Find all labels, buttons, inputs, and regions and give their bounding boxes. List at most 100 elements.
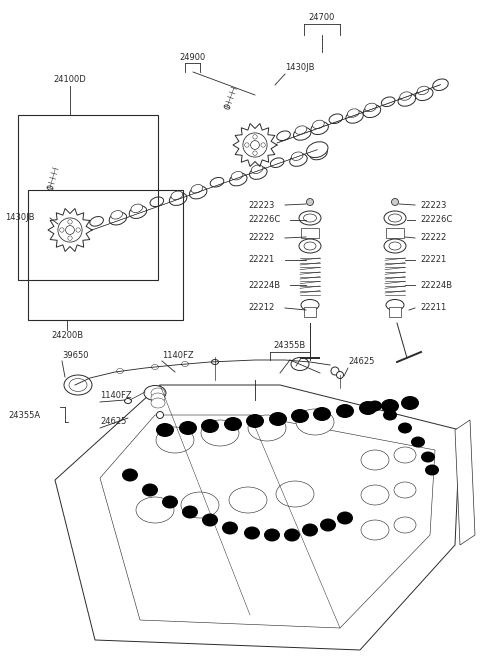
Text: 22212: 22212: [248, 304, 274, 312]
Text: 1140FZ: 1140FZ: [162, 351, 193, 359]
Ellipse shape: [394, 447, 416, 463]
Text: 24355A: 24355A: [8, 411, 40, 419]
Ellipse shape: [190, 186, 207, 199]
Ellipse shape: [381, 399, 399, 413]
Ellipse shape: [90, 217, 103, 226]
Ellipse shape: [417, 86, 429, 94]
Ellipse shape: [361, 485, 389, 505]
Ellipse shape: [394, 482, 416, 498]
Ellipse shape: [329, 114, 343, 124]
Ellipse shape: [299, 239, 321, 253]
Ellipse shape: [310, 147, 327, 160]
Ellipse shape: [136, 497, 174, 523]
Ellipse shape: [433, 80, 447, 90]
Circle shape: [66, 225, 74, 234]
Ellipse shape: [144, 385, 166, 401]
Ellipse shape: [301, 300, 319, 310]
Ellipse shape: [156, 427, 194, 453]
Ellipse shape: [313, 407, 331, 421]
Circle shape: [245, 142, 249, 147]
Ellipse shape: [222, 522, 238, 535]
FancyBboxPatch shape: [304, 307, 316, 317]
Ellipse shape: [156, 423, 174, 437]
Circle shape: [261, 142, 265, 147]
Ellipse shape: [151, 398, 165, 408]
Ellipse shape: [303, 214, 316, 222]
Ellipse shape: [182, 506, 198, 518]
Ellipse shape: [69, 379, 87, 391]
Ellipse shape: [384, 239, 406, 253]
FancyBboxPatch shape: [389, 307, 401, 317]
Ellipse shape: [201, 420, 239, 446]
Ellipse shape: [304, 242, 316, 250]
Text: 22224B: 22224B: [248, 280, 280, 290]
Ellipse shape: [411, 436, 425, 448]
Ellipse shape: [150, 197, 164, 207]
Ellipse shape: [251, 165, 263, 173]
Ellipse shape: [124, 399, 132, 403]
Ellipse shape: [425, 464, 439, 476]
Ellipse shape: [270, 158, 284, 167]
Circle shape: [336, 371, 344, 379]
Text: 22221: 22221: [248, 256, 274, 264]
Ellipse shape: [224, 105, 230, 109]
Ellipse shape: [293, 128, 311, 140]
Text: 22226C: 22226C: [420, 215, 452, 225]
Ellipse shape: [111, 211, 122, 219]
Ellipse shape: [398, 94, 416, 106]
Text: 24625: 24625: [348, 357, 374, 367]
Ellipse shape: [432, 79, 448, 90]
Ellipse shape: [361, 520, 389, 540]
Ellipse shape: [312, 120, 324, 128]
Circle shape: [68, 236, 72, 240]
Ellipse shape: [169, 193, 187, 205]
Ellipse shape: [365, 103, 376, 112]
Ellipse shape: [131, 204, 143, 213]
Ellipse shape: [388, 214, 401, 222]
Circle shape: [331, 367, 339, 375]
Ellipse shape: [47, 186, 53, 190]
Ellipse shape: [359, 401, 377, 415]
Ellipse shape: [248, 415, 286, 441]
Text: 22226C: 22226C: [248, 215, 280, 225]
Ellipse shape: [151, 388, 165, 398]
Text: 1430JB: 1430JB: [5, 213, 35, 223]
Ellipse shape: [383, 409, 397, 421]
Ellipse shape: [109, 212, 127, 225]
Ellipse shape: [264, 529, 280, 541]
Ellipse shape: [171, 191, 183, 199]
Ellipse shape: [212, 359, 218, 365]
Text: 22222: 22222: [420, 233, 446, 242]
Ellipse shape: [384, 211, 406, 225]
Ellipse shape: [363, 105, 381, 118]
Ellipse shape: [398, 423, 412, 434]
Ellipse shape: [122, 468, 138, 482]
Ellipse shape: [394, 517, 416, 533]
Ellipse shape: [210, 177, 224, 187]
Circle shape: [251, 140, 259, 149]
Text: 22221: 22221: [420, 256, 446, 264]
Circle shape: [68, 219, 72, 224]
Polygon shape: [455, 420, 475, 545]
Ellipse shape: [311, 122, 328, 134]
Text: 1430JB: 1430JB: [285, 64, 314, 72]
Ellipse shape: [224, 417, 242, 431]
Ellipse shape: [346, 110, 363, 123]
Ellipse shape: [152, 365, 158, 369]
Ellipse shape: [401, 396, 419, 410]
Ellipse shape: [291, 357, 309, 371]
Ellipse shape: [320, 518, 336, 531]
Ellipse shape: [312, 145, 323, 154]
Ellipse shape: [269, 412, 287, 426]
Ellipse shape: [142, 484, 158, 496]
Ellipse shape: [202, 514, 218, 527]
Text: 22211: 22211: [420, 304, 446, 312]
Ellipse shape: [117, 369, 123, 373]
Ellipse shape: [336, 404, 354, 418]
Ellipse shape: [381, 97, 395, 106]
Ellipse shape: [277, 131, 290, 140]
Ellipse shape: [299, 211, 321, 225]
Ellipse shape: [295, 126, 307, 134]
Text: 24900: 24900: [180, 52, 206, 62]
Text: 24200B: 24200B: [51, 332, 83, 341]
